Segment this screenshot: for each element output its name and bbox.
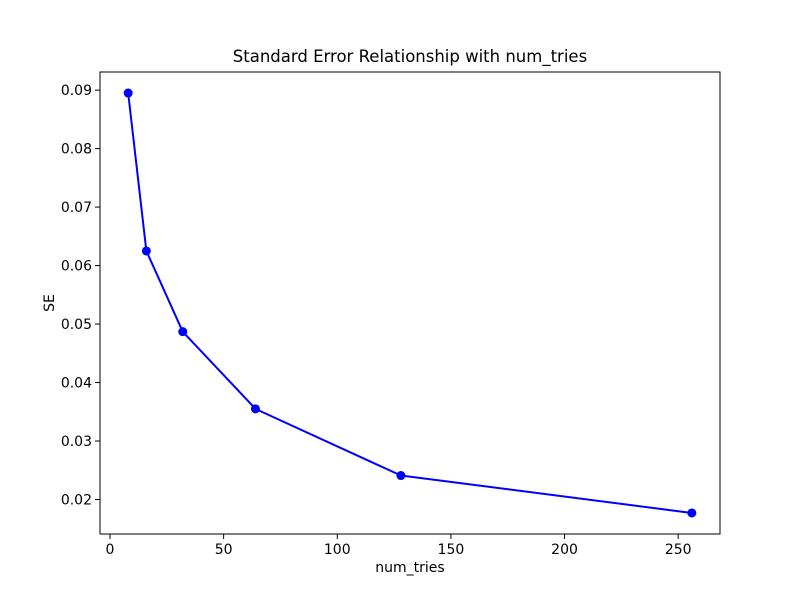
y-tick-label: 0.06	[61, 259, 92, 275]
data-point-marker	[178, 327, 188, 337]
plot-content: 0 50 100 150 200 250 0.02 0.03 0.04 0.05 0.06 0.07 0…	[61, 71, 721, 558]
x-tick-label: 250	[665, 542, 692, 558]
axes-frame	[99, 71, 721, 535]
y-tick-label: 0.07	[61, 200, 92, 216]
y-tick-label: 0.02	[61, 492, 92, 508]
x-tick-label: 50	[215, 542, 233, 558]
data-point-marker	[687, 508, 697, 518]
x-axis-label: num_tries	[375, 560, 444, 576]
y-tick-label: 0.04	[61, 376, 92, 392]
data-point-marker	[123, 88, 133, 98]
y-tick-label: 0.03	[61, 434, 92, 450]
x-tick-label: 150	[438, 542, 465, 558]
y-tick-label: 0.05	[61, 317, 92, 333]
y-axis-label: SE	[42, 294, 58, 312]
y-tick-label: 0.09	[61, 83, 92, 99]
x-tick-label: 100	[324, 542, 351, 558]
data-point-marker	[396, 471, 406, 481]
x-tick-label: 200	[551, 542, 578, 558]
series-line	[127, 92, 692, 514]
data-point-marker	[250, 404, 260, 414]
data-point-marker	[141, 246, 151, 256]
x-tick-label: 0	[106, 542, 115, 558]
y-tick-label: 0.08	[61, 142, 92, 158]
chart-title: Standard Error Relationship with num_tri…	[233, 47, 587, 67]
